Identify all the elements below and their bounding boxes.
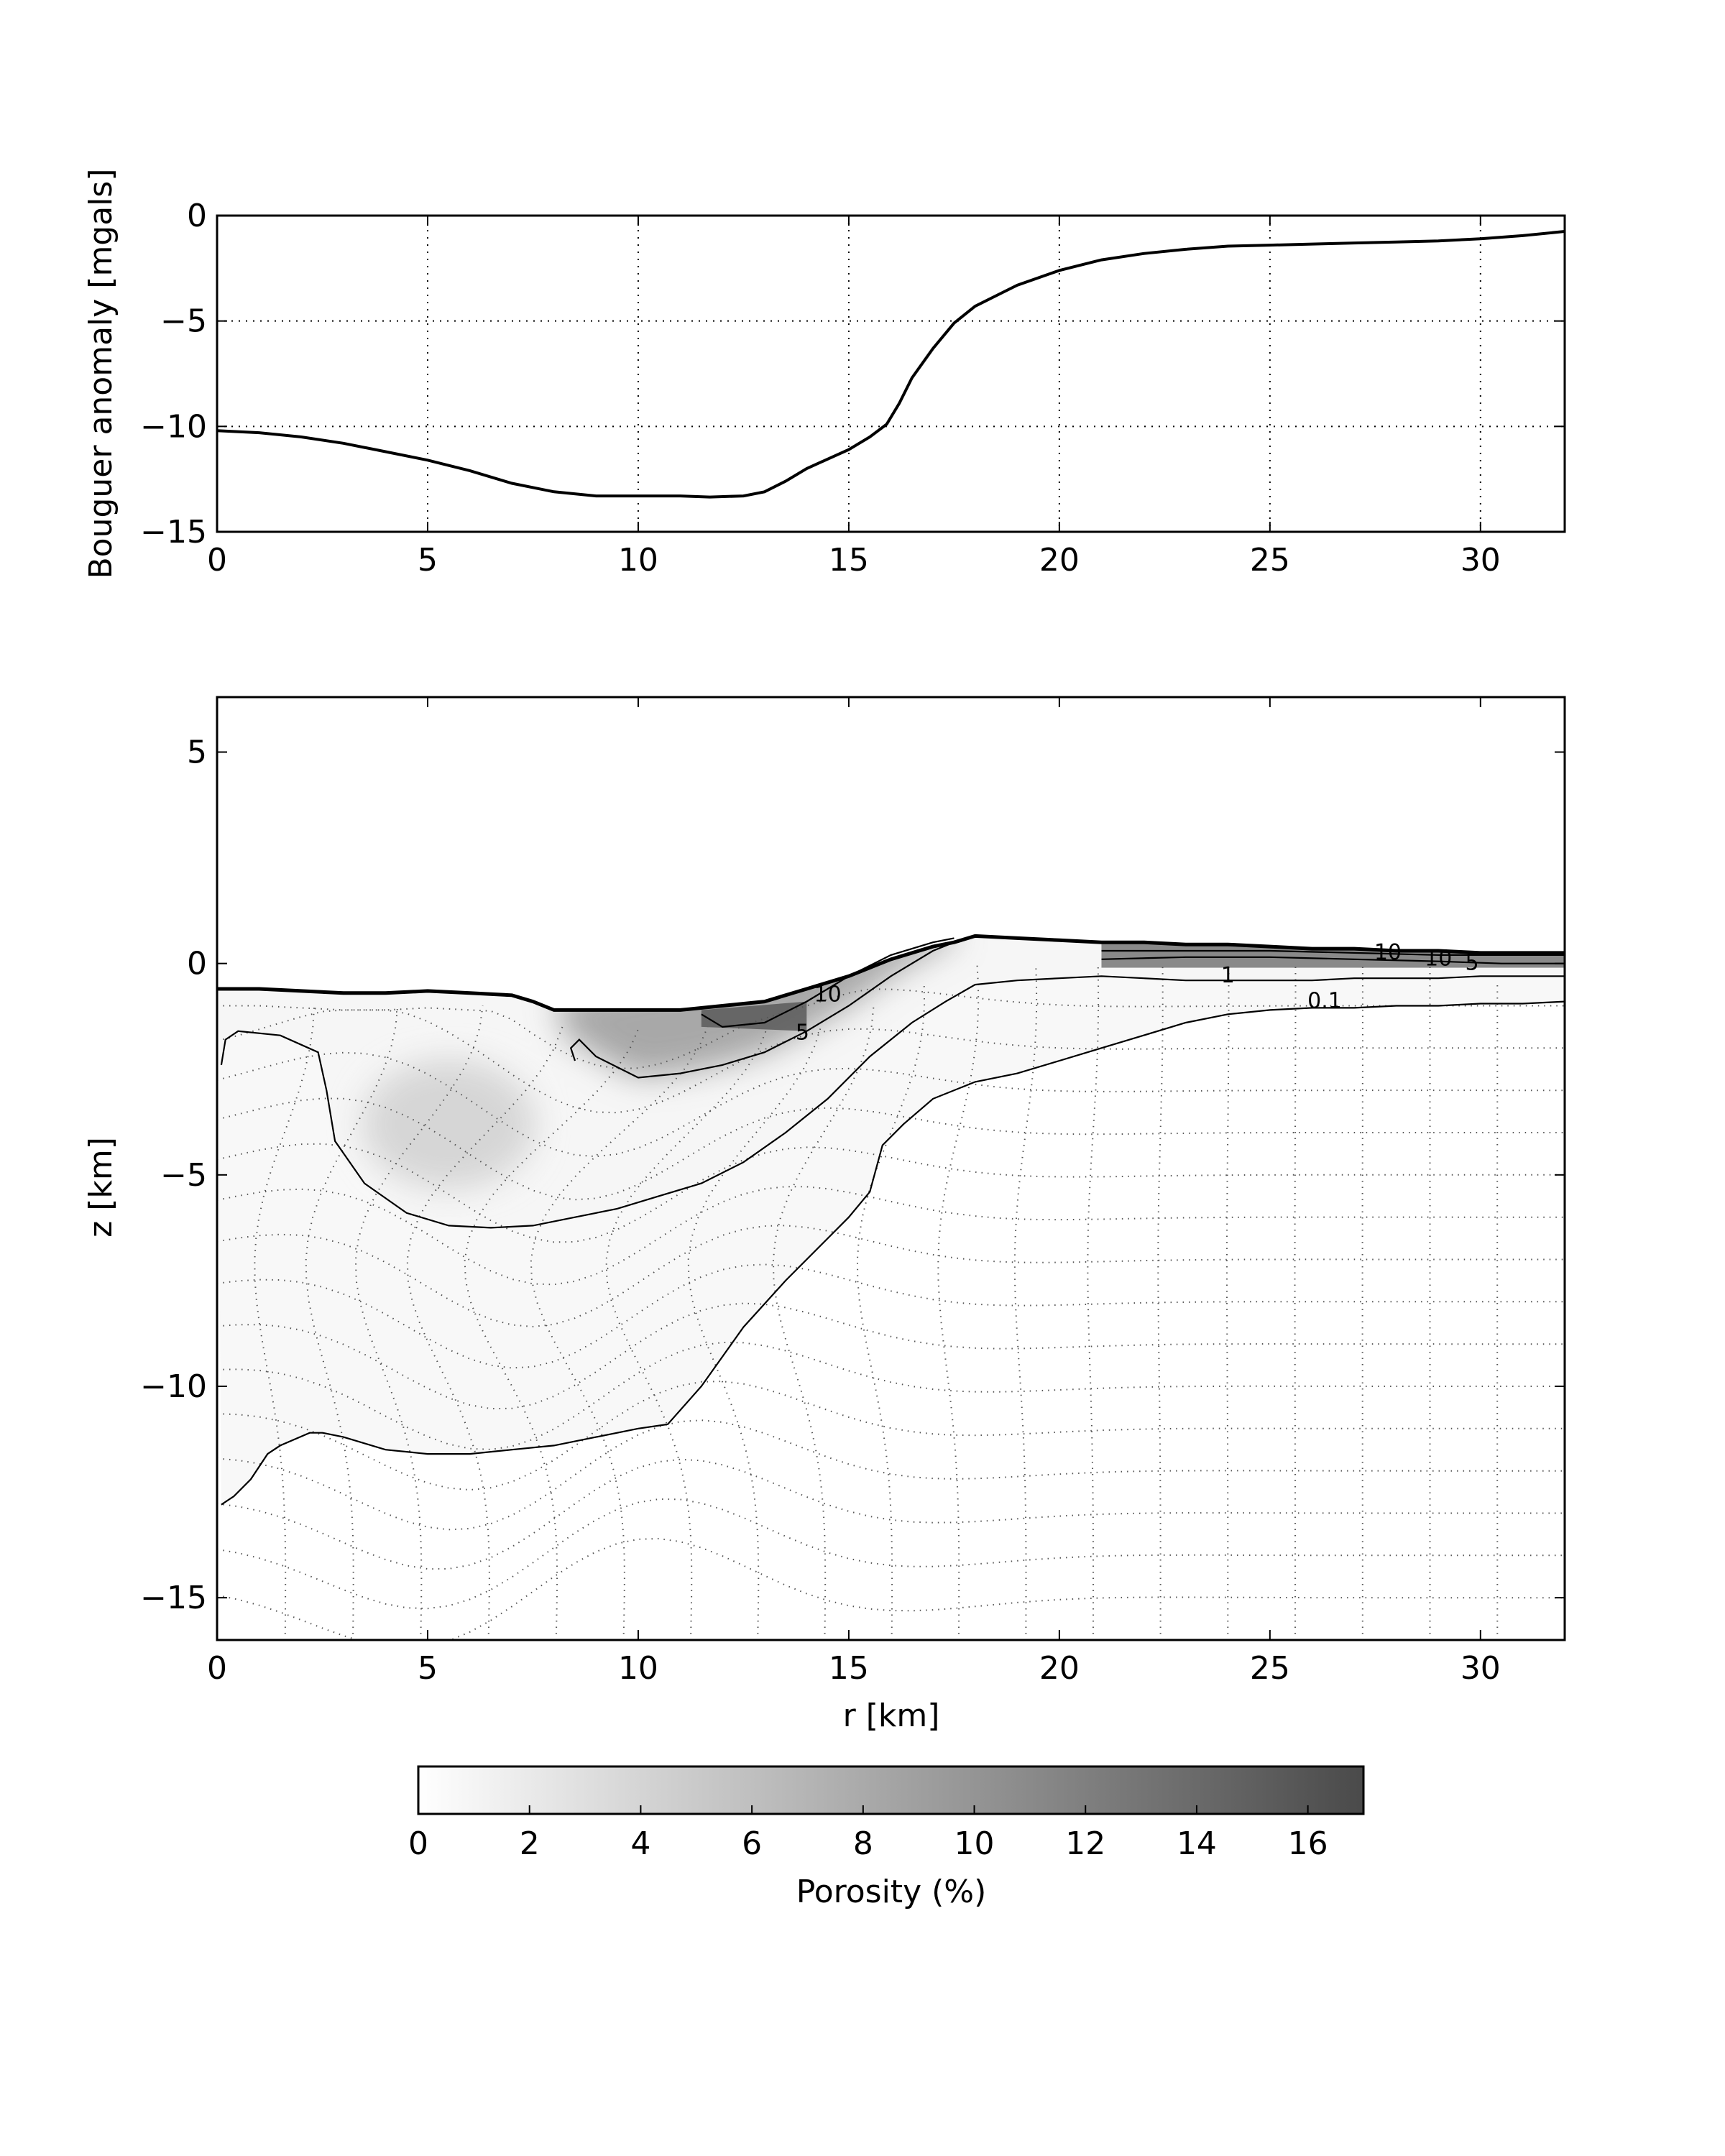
bouguer-panel: 0 5 10 15 20 25 30 0 −5 −10 −15 Bouguer anomaly [m… — [83, 168, 1566, 579]
colorbar-tick-label: 8 — [853, 1825, 873, 1862]
contour-label: 10 — [814, 982, 842, 1008]
mesh-line-vertical — [856, 985, 926, 1640]
contour-label: 0.1 — [1307, 989, 1342, 1014]
x-tick-label: 25 — [1250, 542, 1290, 579]
porosity-contours — [220, 937, 1565, 1506]
y-tick-label: −10 — [140, 408, 207, 445]
x-tick-label: 10 — [618, 542, 658, 579]
x-tick-label: 30 — [1460, 542, 1501, 579]
colorbar-tick-label: 16 — [1288, 1825, 1328, 1862]
colorbar-label: Porosity (%) — [796, 1874, 987, 1910]
colorbar-ticks: 0 2 4 6 8 10 12 14 16 — [408, 1805, 1328, 1862]
surface-profile-line — [217, 934, 1565, 1012]
x-tick-label: 20 — [1039, 542, 1080, 579]
bouguer-anomaly-line — [217, 230, 1565, 499]
x-tick-label: 5 — [418, 1650, 438, 1687]
contour-line-5 — [569, 941, 954, 1079]
mesh-line-horizontal — [217, 1458, 1565, 1570]
mesh-line-horizontal — [217, 1051, 1565, 1158]
x-tick-label: 25 — [1250, 1650, 1290, 1687]
section-x-axis-label: r [km] — [843, 1697, 940, 1734]
x-tick-label: 10 — [618, 1650, 658, 1687]
colorbar-tick-label: 14 — [1177, 1825, 1217, 1862]
bouguer-plot-frame — [216, 214, 1566, 533]
contour-line-1 — [220, 975, 1565, 1229]
mesh-line-horizontal — [217, 1381, 1565, 1491]
colorbar-tick-label: 2 — [520, 1825, 540, 1862]
contour-line-10 — [1101, 949, 1565, 956]
y-tick-label: 0 — [187, 946, 207, 982]
porosity-peak — [701, 1001, 807, 1031]
y-tick-label: −15 — [140, 1580, 207, 1616]
colorbar-tick-label: 12 — [1065, 1825, 1105, 1862]
porosity-blob — [362, 1059, 535, 1189]
bouguer-y-axis-label: Bouguer anomaly [mgals] — [83, 168, 119, 579]
mesh-line-horizontal — [217, 1263, 1565, 1369]
mesh-line-vertical — [1226, 963, 1230, 1640]
y-tick-label: −5 — [160, 303, 207, 340]
y-tick-label: 5 — [187, 734, 207, 770]
section-y-axis-label: z [km] — [83, 1137, 119, 1238]
contour-line-0_1 — [221, 1000, 1565, 1506]
colorbar-tick-label: 4 — [630, 1825, 650, 1862]
mesh-line-horizontal — [217, 1537, 1565, 1640]
contour-label: 10 — [1425, 946, 1452, 972]
x-tick-label: 30 — [1460, 1650, 1501, 1687]
y-tick-label: −10 — [140, 1368, 207, 1405]
x-tick-label: 5 — [418, 542, 438, 579]
bouguer-grid — [216, 215, 1565, 533]
mesh-line-vertical — [1087, 963, 1100, 1640]
section-plot-frame — [216, 696, 1566, 1641]
porosity-trace-zone — [217, 936, 1565, 1505]
mesh-line-horizontal — [217, 1302, 1565, 1410]
mesh-line-vertical — [1157, 963, 1164, 1640]
contour-label: 10 — [1374, 940, 1402, 965]
x-tick-label: 0 — [207, 1650, 227, 1687]
deformation-mesh — [217, 963, 1565, 1640]
x-tick-label: 15 — [829, 542, 869, 579]
contour-line-10 — [701, 937, 954, 1028]
colorbar: 0 2 4 6 8 10 12 14 16 Porosity (%) — [408, 1765, 1365, 1910]
colorbar-gradient — [417, 1765, 1365, 1815]
bouguer-axis-ticks: 0 5 10 15 20 25 30 0 −5 −10 −15 — [140, 198, 1565, 579]
mesh-line-vertical — [464, 1026, 640, 1640]
y-tick-label: −5 — [160, 1157, 207, 1194]
contour-line-5 — [1101, 956, 1565, 964]
contour-label: 5 — [1466, 951, 1479, 976]
mesh-line-horizontal — [217, 1225, 1565, 1328]
mesh-line-horizontal — [217, 1341, 1565, 1450]
mesh-line-vertical — [406, 1026, 564, 1640]
colorbar-tick-label: 6 — [742, 1825, 762, 1862]
contour-label: 5 — [796, 1021, 809, 1046]
colorbar-tick-label: 0 — [408, 1825, 428, 1862]
mesh-line-horizontal — [217, 1009, 1565, 1114]
mesh-line-vertical — [1294, 963, 1297, 1640]
x-tick-label: 15 — [829, 1650, 869, 1687]
y-tick-label: −15 — [140, 514, 207, 550]
x-tick-label: 0 — [207, 542, 227, 579]
y-tick-label: 0 — [187, 198, 207, 234]
colorbar-tick-label: 10 — [954, 1825, 995, 1862]
contour-label: 1 — [1221, 963, 1235, 988]
x-tick-label: 20 — [1039, 1650, 1080, 1687]
